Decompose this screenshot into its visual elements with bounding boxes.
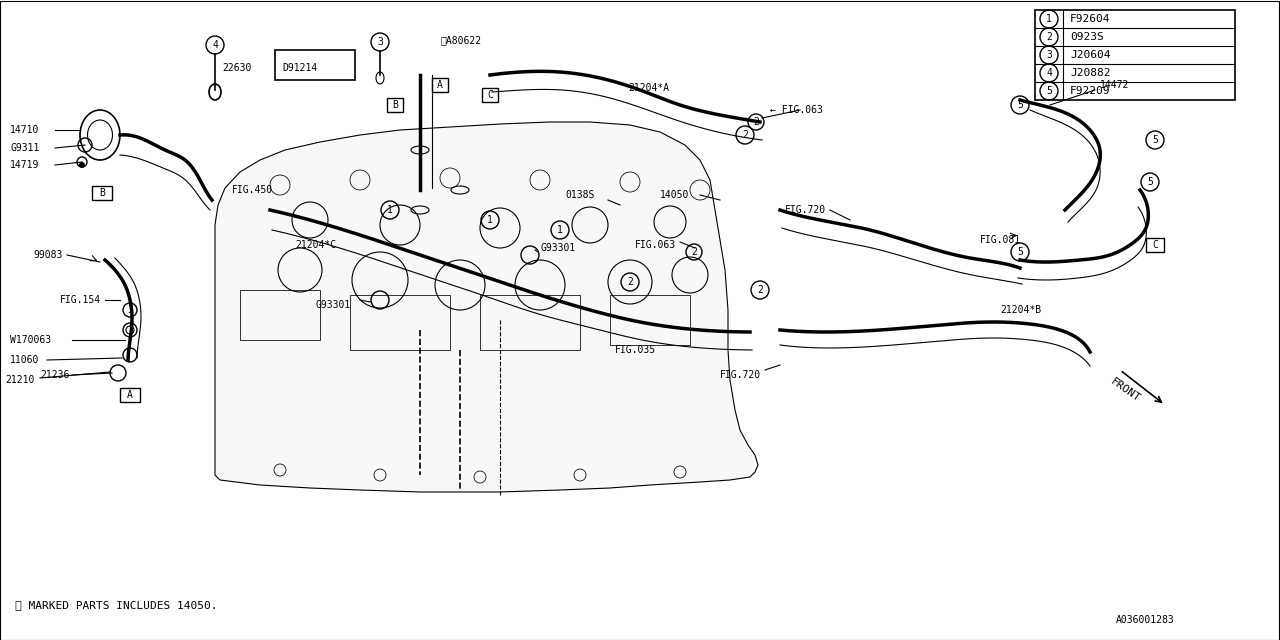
Text: 2: 2 (756, 285, 763, 295)
Text: 99083: 99083 (33, 250, 63, 260)
Text: 14472: 14472 (1100, 80, 1129, 90)
Text: G93301: G93301 (315, 300, 351, 310)
Circle shape (79, 162, 84, 168)
Bar (349, 295, 451, 350)
Text: 3: 3 (127, 305, 133, 315)
Text: 5: 5 (1152, 135, 1158, 145)
Polygon shape (215, 122, 758, 492)
Text: G93301: G93301 (540, 243, 575, 253)
Text: B: B (392, 100, 398, 110)
Text: 2: 2 (691, 247, 696, 257)
Text: FIG.063: FIG.063 (635, 240, 676, 250)
Text: 4: 4 (212, 40, 218, 50)
Bar (387, 98, 403, 112)
Text: F92209: F92209 (1070, 86, 1111, 96)
Text: FIG.720: FIG.720 (785, 205, 826, 215)
Text: C: C (488, 90, 493, 100)
Text: 22630: 22630 (221, 63, 251, 73)
Bar (1146, 238, 1164, 252)
Text: C: C (1152, 240, 1158, 250)
Bar (241, 290, 320, 340)
Text: 21204*B: 21204*B (1000, 305, 1041, 315)
Text: 2: 2 (742, 130, 748, 140)
Text: 2: 2 (1046, 32, 1052, 42)
Text: 4: 4 (1046, 68, 1052, 78)
Text: D91214: D91214 (283, 63, 317, 73)
Text: ※A80622: ※A80622 (440, 35, 481, 45)
Text: A036001283: A036001283 (1116, 615, 1175, 625)
Text: 5: 5 (1147, 177, 1153, 187)
Text: 21204*C: 21204*C (294, 240, 337, 250)
Text: A: A (436, 80, 443, 90)
Text: 5: 5 (1018, 247, 1023, 257)
Text: W170063: W170063 (10, 335, 51, 345)
Text: FIG.035: FIG.035 (614, 345, 657, 355)
Text: 21236: 21236 (40, 370, 69, 380)
Bar (1036, 10, 1235, 100)
Text: 5: 5 (1018, 100, 1023, 110)
Text: ※ MARKED PARTS INCLUDES 14050.: ※ MARKED PARTS INCLUDES 14050. (15, 600, 218, 610)
Text: 2: 2 (753, 117, 759, 127)
Text: ← FIG.063: ← FIG.063 (771, 105, 823, 115)
Text: 21210: 21210 (5, 375, 35, 385)
Text: FIG.154: FIG.154 (60, 295, 101, 305)
Text: 2: 2 (627, 277, 632, 287)
Bar (433, 78, 448, 92)
Text: 1: 1 (488, 215, 493, 225)
Text: FIG.720: FIG.720 (721, 370, 762, 380)
Text: 1: 1 (1046, 14, 1052, 24)
Bar (611, 295, 690, 345)
Text: FIG.450: FIG.450 (232, 185, 273, 195)
Text: 3: 3 (378, 37, 383, 47)
Text: 1: 1 (387, 205, 393, 215)
Bar (483, 88, 498, 102)
Text: FRONT: FRONT (1108, 376, 1142, 404)
Text: 0138S: 0138S (564, 190, 594, 200)
Text: 11060: 11060 (10, 355, 40, 365)
Bar (120, 388, 140, 402)
Bar (480, 295, 580, 350)
Text: 14050: 14050 (660, 190, 690, 200)
Text: G9311: G9311 (10, 143, 40, 153)
Text: 21204*A: 21204*A (628, 83, 669, 93)
Text: F92604: F92604 (1070, 14, 1111, 24)
Bar (92, 186, 113, 200)
Text: J20882: J20882 (1070, 68, 1111, 78)
Text: 3: 3 (1046, 50, 1052, 60)
Text: 5: 5 (1046, 86, 1052, 96)
Text: FIG.081: FIG.081 (980, 235, 1021, 245)
Bar (275, 50, 355, 80)
Text: A: A (127, 390, 133, 400)
Text: 14710: 14710 (10, 125, 40, 135)
Text: 14719: 14719 (10, 160, 40, 170)
Text: 1: 1 (557, 225, 563, 235)
Text: B: B (99, 188, 105, 198)
Text: J20604: J20604 (1070, 50, 1111, 60)
Text: 0923S: 0923S (1070, 32, 1103, 42)
